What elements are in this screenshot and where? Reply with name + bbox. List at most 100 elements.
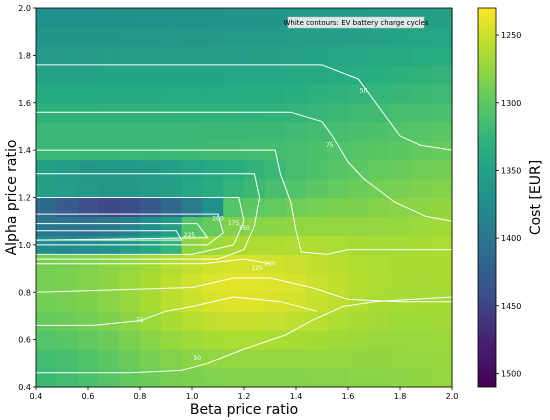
- heatmap-cell-229: [264, 197, 287, 218]
- contour-label-150: 150: [238, 225, 250, 232]
- heatmap-cell-307: [348, 235, 370, 255]
- heatmap-cell-374: [410, 102, 432, 123]
- heatmap-cell-318: [348, 26, 370, 47]
- heatmap-cell-298: [327, 26, 349, 47]
- heatmap-cell-207: [244, 235, 266, 255]
- heatmap-cell-304: [348, 292, 370, 312]
- heatmap-cell-334: [368, 102, 391, 123]
- heatmap-cell-193: [223, 121, 245, 142]
- heatmap-cell-266: [306, 254, 328, 274]
- x-tick-label: 0.4: [30, 392, 43, 401]
- heatmap-cell-228: [264, 216, 287, 236]
- heatmap-cell-326: [368, 254, 391, 274]
- heatmap-cell-241: [285, 349, 307, 369]
- contour-line-175-5: [36, 213, 224, 246]
- heatmap-cell-191: [223, 159, 245, 180]
- y-tick-label: 0.6: [18, 336, 31, 345]
- heatmap-cell-180: [223, 368, 245, 388]
- heatmap-cell-36: [56, 64, 79, 85]
- heatmap-cell-17: [36, 45, 58, 66]
- heatmap-cell-346: [389, 254, 411, 274]
- heatmap-cell-102: [140, 330, 162, 350]
- heatmap-cell-301: [348, 349, 370, 369]
- heatmap-cell-226: [264, 254, 287, 274]
- heatmap-cell-302: [348, 330, 370, 350]
- heatmap-cell-296: [327, 64, 349, 85]
- heatmap-cell-33: [56, 121, 79, 142]
- heatmap-cell-16: [36, 64, 58, 85]
- heatmap-cell-15: [36, 83, 58, 104]
- heatmap-cell-261: [306, 349, 328, 369]
- heatmap-cell-376: [410, 64, 432, 85]
- heatmap-cell-58: [77, 26, 99, 47]
- heatmap-cell-222: [264, 330, 287, 350]
- contour-line-75-11: [36, 296, 317, 326]
- heatmap-cell-338: [368, 26, 391, 47]
- heatmap-cell-97: [119, 45, 141, 66]
- heatmap-cell-245: [285, 273, 307, 293]
- heatmap-cell-303: [348, 311, 370, 331]
- colorbar-ticks: 1250 1300 1350 1400 1450 1500: [496, 31, 521, 378]
- heatmap-cell-277: [306, 45, 328, 66]
- y-tick-label: 1.4: [18, 146, 31, 155]
- heatmap-cell-265: [306, 273, 328, 293]
- heatmap-cell-186: [223, 254, 245, 274]
- heatmap-cell-195: [223, 83, 245, 104]
- heatmap-cell-80: [119, 368, 141, 388]
- heatmap-cell-382: [431, 330, 453, 350]
- heatmap-cell-223: [264, 311, 287, 331]
- heatmap-cell-216: [244, 64, 266, 85]
- heatmap-cell-314: [348, 102, 370, 123]
- heatmap-cell-105: [140, 273, 162, 293]
- heatmap-cell-178: [202, 26, 224, 47]
- heatmap-cell-198: [223, 26, 245, 47]
- heatmap-cell-10: [36, 178, 58, 199]
- heatmap-cell-71: [98, 159, 120, 180]
- x-tick-label: 1.6: [342, 392, 355, 401]
- heatmap-cell-124: [160, 292, 183, 312]
- heatmap-cell-158: [181, 26, 203, 47]
- heatmap-cell-197: [223, 45, 245, 66]
- heatmap-cell-39: [56, 8, 79, 28]
- heatmap-cell-84: [119, 292, 141, 312]
- heatmap-cell-209: [244, 197, 266, 218]
- heatmap-cell-28: [56, 216, 79, 236]
- heatmap-cell-144: [181, 292, 203, 312]
- heatmap-cell-312: [348, 140, 370, 161]
- heatmap-cell-89: [119, 197, 141, 218]
- heatmap-cell-202: [244, 330, 266, 350]
- heatmap-cell-340: [389, 368, 411, 388]
- contour-line-125-3: [36, 173, 261, 260]
- heatmap-cell-5: [36, 273, 58, 293]
- heatmap-cell-109: [140, 197, 162, 218]
- heatmap-cell-38: [56, 26, 79, 47]
- heatmap-cell-350: [389, 178, 411, 199]
- heatmap-cell-306: [348, 254, 370, 274]
- heatmap-cell-171: [202, 159, 224, 180]
- heatmap-cell-4: [36, 292, 58, 312]
- heatmap-cell-200: [244, 368, 266, 388]
- heatmap-cell-56: [77, 64, 99, 85]
- y-tick-label: 1.0: [18, 241, 31, 250]
- heatmap-cell-332: [368, 140, 391, 161]
- heatmap-cell-328: [368, 216, 391, 236]
- heatmap-cell-353: [389, 121, 411, 142]
- heatmap-cell-377: [410, 45, 432, 66]
- heatmap-cell-135: [160, 83, 183, 104]
- heatmap-cell-217: [244, 45, 266, 66]
- heatmap-cell-242: [285, 330, 307, 350]
- heatmap-cell-201: [244, 349, 266, 369]
- heatmap-cell-167: [202, 235, 224, 255]
- heatmap-cell-396: [431, 64, 453, 85]
- heatmap-cell-237: [264, 45, 287, 66]
- heatmap-cell-125: [160, 273, 183, 293]
- heatmap-cell-368: [410, 216, 432, 236]
- contour-line-100-8: [327, 249, 452, 255]
- heatmap-cell-93: [119, 121, 141, 142]
- heatmap-cell-203: [244, 311, 266, 331]
- heatmap-cell-251: [285, 159, 307, 180]
- heatmap-cell-169: [202, 197, 224, 218]
- heatmap-cell-163: [202, 311, 224, 331]
